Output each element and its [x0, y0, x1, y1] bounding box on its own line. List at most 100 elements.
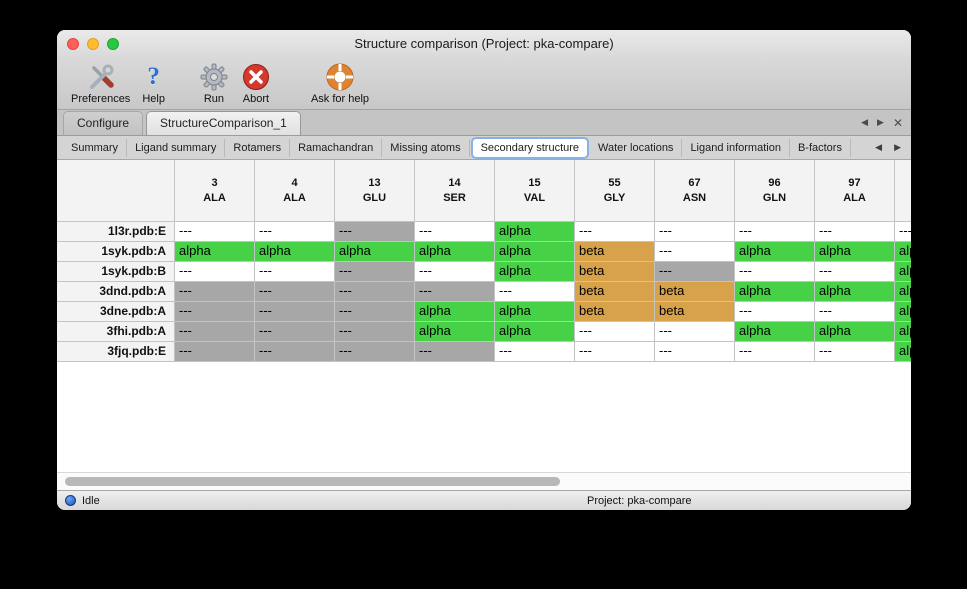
zoom-window-button[interactable]: [107, 38, 119, 50]
cell-blank[interactable]: ---: [815, 262, 895, 282]
ask-for-help-button[interactable]: Ask for help: [305, 61, 375, 105]
subtab-b-factors[interactable]: B-factors: [790, 138, 851, 157]
cell-beta[interactable]: beta: [575, 242, 655, 262]
cell-blank[interactable]: ---: [415, 222, 495, 242]
cell-alpha[interactable]: alpha: [895, 342, 911, 362]
horizontal-scrollbar-thumb[interactable]: [65, 477, 560, 486]
cell-blank[interactable]: ---: [575, 342, 655, 362]
cell-gray[interactable]: ---: [175, 282, 255, 302]
cell-alpha[interactable]: alpha: [895, 242, 911, 262]
cell-blank[interactable]: ---: [815, 342, 895, 362]
cell-blank[interactable]: ---: [175, 262, 255, 282]
help-button[interactable]: ? Help: [136, 61, 171, 105]
row-header-3fhi-pdb-a[interactable]: 3fhi.pdb:A: [57, 322, 175, 342]
cell-gray[interactable]: ---: [335, 342, 415, 362]
subtab-secondary-structure[interactable]: Secondary structure: [470, 136, 590, 159]
cell-gray[interactable]: ---: [335, 322, 415, 342]
cell-gray[interactable]: ---: [175, 302, 255, 322]
cell-alpha[interactable]: alpha: [175, 242, 255, 262]
tab-scroll-left-icon[interactable]: ◀: [861, 117, 869, 127]
cell-blank[interactable]: ---: [655, 242, 735, 262]
cell-blank[interactable]: ---: [415, 262, 495, 282]
cell-beta[interactable]: beta: [655, 282, 735, 302]
cell-alpha[interactable]: alpha: [415, 302, 495, 322]
abort-button[interactable]: Abort: [235, 61, 277, 105]
cell-beta[interactable]: beta: [575, 262, 655, 282]
minimize-window-button[interactable]: [87, 38, 99, 50]
tab-close-icon[interactable]: ✕: [892, 115, 903, 130]
cell-alpha[interactable]: alpha: [335, 242, 415, 262]
cell-alpha[interactable]: alpha: [735, 322, 815, 342]
subtab-ligand-summary[interactable]: Ligand summary: [127, 138, 226, 157]
cell-gray[interactable]: ---: [335, 222, 415, 242]
row-header-3fjq-pdb-e[interactable]: 3fjq.pdb:E: [57, 342, 175, 362]
cell-alpha[interactable]: alpha: [815, 282, 895, 302]
cell-blank[interactable]: ---: [655, 342, 735, 362]
cell-gray[interactable]: ---: [415, 282, 495, 302]
cell-gray[interactable]: ---: [335, 302, 415, 322]
tab-configure[interactable]: Configure: [63, 111, 144, 135]
cell-blank[interactable]: ---: [655, 322, 735, 342]
cell-gray[interactable]: ---: [415, 342, 495, 362]
cell-alpha[interactable]: alpha: [495, 242, 575, 262]
cell-blank[interactable]: ---: [735, 342, 815, 362]
run-button[interactable]: Run: [193, 61, 235, 105]
cell-alpha[interactable]: alpha: [735, 242, 815, 262]
cell-blank[interactable]: ---: [895, 222, 911, 242]
cell-blank[interactable]: ---: [495, 342, 575, 362]
row-header-1l3r-pdb-e[interactable]: 1l3r.pdb:E: [57, 222, 175, 242]
cell-alpha[interactable]: alpha: [815, 322, 895, 342]
cell-alpha[interactable]: alpha: [735, 282, 815, 302]
cell-blank[interactable]: ---: [815, 302, 895, 322]
cell-gray[interactable]: ---: [255, 322, 335, 342]
subtab-ramachandran[interactable]: Ramachandran: [290, 138, 383, 157]
cell-alpha[interactable]: alpha: [815, 242, 895, 262]
cell-blank[interactable]: ---: [575, 222, 655, 242]
cell-gray[interactable]: ---: [255, 282, 335, 302]
tab-structurecomparison-1[interactable]: StructureComparison_1: [146, 111, 301, 135]
horizontal-scrollbar[interactable]: [57, 472, 911, 490]
close-window-button[interactable]: [67, 38, 79, 50]
cell-blank[interactable]: ---: [655, 222, 735, 242]
cell-alpha[interactable]: alpha: [495, 222, 575, 242]
cell-alpha[interactable]: alpha: [495, 262, 575, 282]
cell-beta[interactable]: beta: [655, 302, 735, 322]
cell-alpha[interactable]: alpha: [895, 262, 911, 282]
cell-blank[interactable]: ---: [495, 282, 575, 302]
cell-gray[interactable]: ---: [255, 302, 335, 322]
cell-beta[interactable]: beta: [575, 302, 655, 322]
cell-blank[interactable]: ---: [815, 222, 895, 242]
cell-blank[interactable]: ---: [575, 322, 655, 342]
preferences-button[interactable]: Preferences: [65, 61, 136, 105]
cell-alpha[interactable]: alpha: [895, 282, 911, 302]
cell-beta[interactable]: beta: [575, 282, 655, 302]
cell-alpha[interactable]: alpha: [895, 302, 911, 322]
tab-scroll-right-icon[interactable]: ▶: [877, 117, 884, 127]
cell-alpha[interactable]: alpha: [415, 322, 495, 342]
cell-blank[interactable]: ---: [735, 302, 815, 322]
cell-alpha[interactable]: alpha: [255, 242, 335, 262]
cell-blank[interactable]: ---: [735, 262, 815, 282]
subtab-scroll-left-icon[interactable]: ◀: [875, 142, 883, 152]
cell-alpha[interactable]: alpha: [495, 302, 575, 322]
cell-blank[interactable]: ---: [175, 222, 255, 242]
subtab-water-locations[interactable]: Water locations: [590, 138, 683, 157]
cell-gray[interactable]: ---: [335, 262, 415, 282]
row-header-3dnd-pdb-a[interactable]: 3dnd.pdb:A: [57, 282, 175, 302]
cell-gray[interactable]: ---: [175, 342, 255, 362]
row-header-1syk-pdb-a[interactable]: 1syk.pdb:A: [57, 242, 175, 262]
cell-alpha[interactable]: alpha: [495, 322, 575, 342]
cell-blank[interactable]: ---: [735, 222, 815, 242]
cell-gray[interactable]: ---: [175, 322, 255, 342]
row-header-3dne-pdb-a[interactable]: 3dne.pdb:A: [57, 302, 175, 322]
subtab-missing-atoms[interactable]: Missing atoms: [382, 138, 470, 157]
cell-alpha[interactable]: alpha: [895, 322, 911, 342]
subtab-ligand-information[interactable]: Ligand information: [682, 138, 790, 157]
cell-gray[interactable]: ---: [655, 262, 735, 282]
subtab-summary[interactable]: Summary: [63, 138, 128, 157]
cell-gray[interactable]: ---: [255, 342, 335, 362]
subtab-scroll-right-icon[interactable]: ▶: [894, 142, 901, 152]
cell-alpha[interactable]: alpha: [415, 242, 495, 262]
cell-blank[interactable]: ---: [255, 262, 335, 282]
subtab-rotamers[interactable]: Rotamers: [225, 138, 291, 157]
